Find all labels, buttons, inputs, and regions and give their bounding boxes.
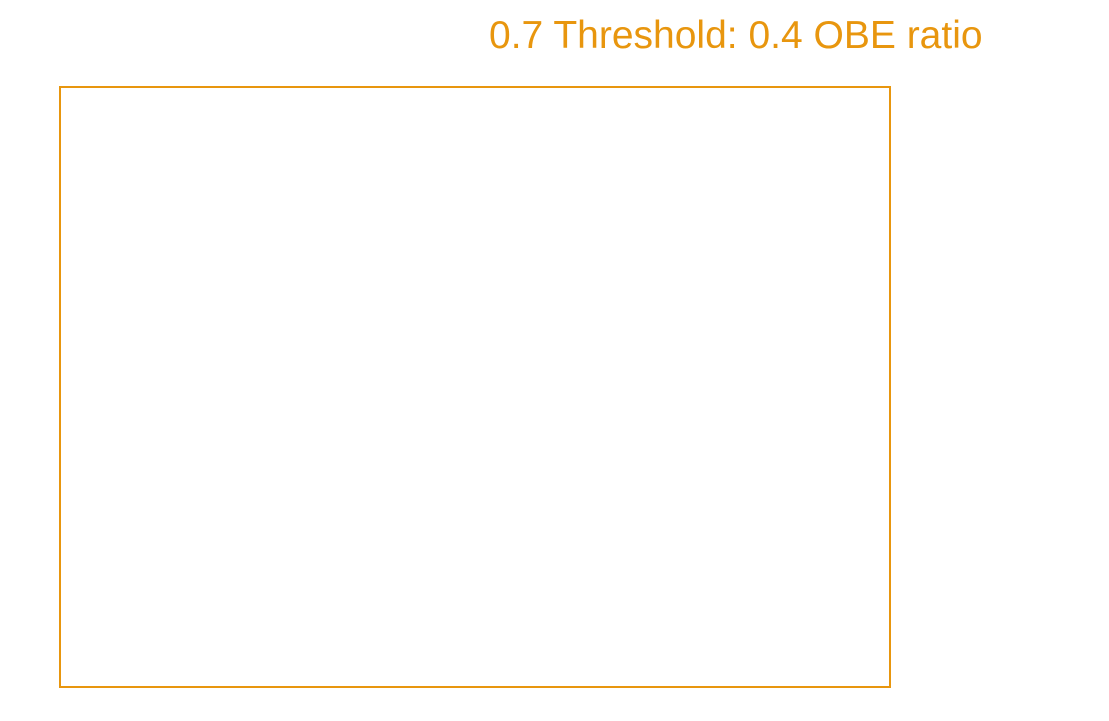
frame-box bbox=[59, 86, 891, 688]
threshold-label: 0.7 Threshold: 0.4 OBE ratio bbox=[489, 14, 983, 57]
